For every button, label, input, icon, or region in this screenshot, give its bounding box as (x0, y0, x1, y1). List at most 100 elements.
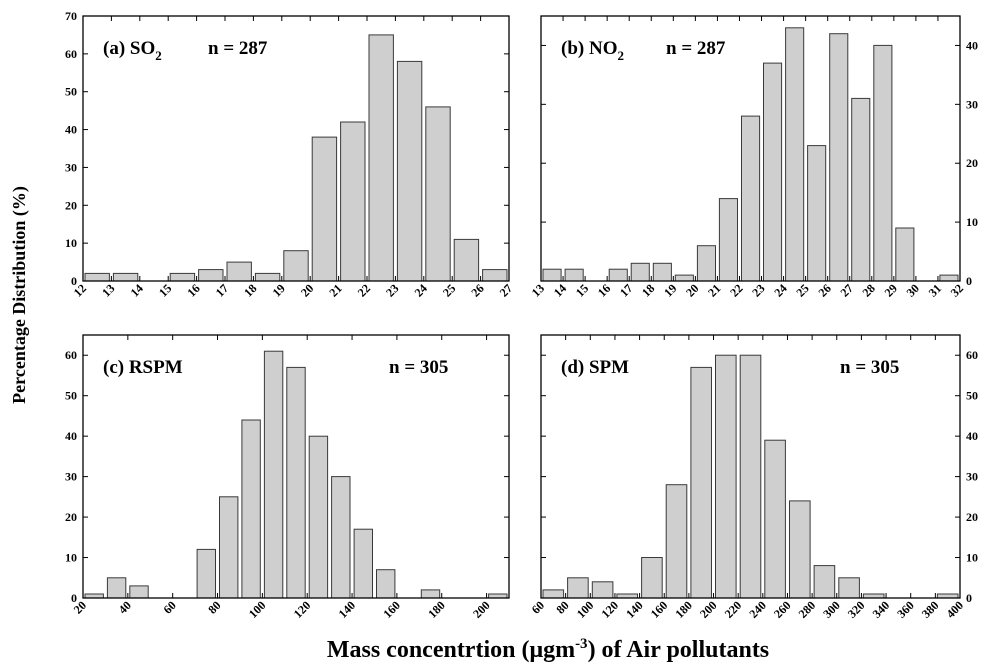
x-tick-label-a-25: 25 (440, 281, 458, 299)
x-tick-label-a-21: 21 (326, 281, 344, 299)
x-tick-label-d-220: 220 (722, 598, 745, 621)
y-tick-label-d-50: 50 (966, 389, 978, 403)
x-tick-label-b-16: 16 (595, 281, 613, 299)
x-tick-label-a-18: 18 (241, 281, 259, 299)
x-tick-label-d-360: 360 (894, 598, 917, 621)
y-tick-label-d-10: 10 (966, 551, 978, 565)
x-tick-label-a-24: 24 (412, 281, 430, 299)
bar-b-27 (851, 97, 871, 282)
sample-size-b: n = 287 (666, 38, 726, 59)
y-tick-label-a-40: 40 (65, 123, 77, 137)
bar-b-25 (807, 145, 827, 282)
x-tick-label-c-60: 60 (160, 598, 178, 616)
x-tick-label-d-200: 200 (697, 598, 720, 621)
bar-c-120 (308, 435, 329, 599)
x-tick-label-b-26: 26 (815, 281, 833, 299)
bar-d-280 (813, 565, 836, 599)
x-tick-label-a-19: 19 (270, 281, 288, 299)
x-tick-label-a-13: 13 (99, 281, 117, 299)
sample-size-c: n = 305 (389, 357, 448, 378)
x-tick-label-b-14: 14 (551, 281, 569, 299)
x-tick-label-d-60: 60 (529, 598, 547, 616)
y-tick-label-a-20: 20 (65, 198, 77, 212)
bar-b-19 (674, 274, 694, 282)
y-tick-label-c-30: 30 (65, 470, 77, 484)
x-tick-label-a-26: 26 (468, 281, 486, 299)
x-tick-label-d-240: 240 (746, 598, 769, 621)
panel-title-b: (b) NO2 (561, 38, 624, 63)
x-tick-label-d-120: 120 (598, 598, 621, 621)
y-tick-label-d-30: 30 (966, 470, 978, 484)
x-tick-label-c-100: 100 (246, 598, 269, 621)
bar-b-20 (696, 245, 717, 282)
bar-a-23 (396, 60, 423, 282)
x-tick-label-b-19: 19 (661, 281, 679, 299)
bar-a-18 (254, 272, 281, 282)
y-tick-label-d-20: 20 (966, 510, 978, 524)
x-tick-label-b-18: 18 (639, 281, 657, 299)
x-tick-label-b-31: 31 (926, 281, 944, 299)
x-axis-label-main: Mass concentrtion (μgm (327, 637, 575, 663)
x-tick-label-b-13: 13 (529, 281, 547, 299)
y-tick-label-c-10: 10 (65, 551, 77, 565)
x-tick-label-b-17: 17 (617, 281, 635, 299)
x-tick-label-a-23: 23 (383, 281, 401, 299)
x-tick-label-a-27: 27 (497, 281, 515, 299)
bar-c-130 (331, 476, 351, 599)
sample-size-d: n = 305 (840, 357, 899, 378)
bar-a-25 (453, 238, 480, 282)
bar-a-19 (283, 250, 309, 282)
x-axis-label: Mass concentrtion (μgm-3) of Air polluta… (327, 636, 769, 663)
x-tick-label-b-28: 28 (860, 281, 878, 299)
x-tick-label-b-25: 25 (793, 281, 811, 299)
sample-size-a: n = 287 (208, 38, 268, 59)
y-tick-label-c-40: 40 (65, 429, 77, 443)
y-tick-label-d-0: 0 (966, 591, 972, 605)
bar-a-22 (368, 34, 394, 282)
x-tick-label-d-400: 400 (943, 598, 966, 621)
bar-a-21 (340, 121, 366, 282)
panel-c-rspm: 20 40 60 80 100 120 140 160 180 2000102030405060(… (65, 334, 510, 621)
x-tick-label-a-14: 14 (128, 281, 146, 299)
bar-c-110 (286, 366, 306, 599)
bar-b-22 (741, 115, 761, 282)
panel-d-spm: 60 80 100 120 140 160 180 200 220 240 260 280 300 320… (529, 334, 978, 621)
x-tick-label-d-80: 80 (553, 598, 571, 616)
y-tick-label-b-0: 0 (966, 274, 972, 288)
x-tick-label-a-20: 20 (298, 281, 316, 299)
bar-d-180 (690, 366, 713, 599)
bar-d-240 (764, 439, 786, 599)
x-tick-label-b-32: 32 (948, 281, 966, 299)
y-tick-label-a-60: 60 (65, 47, 77, 61)
panel-title-main-a: (a) SO (103, 38, 155, 59)
bar-d-220 (739, 354, 762, 599)
x-tick-label-b-29: 29 (882, 281, 900, 299)
x-tick-label-b-23: 23 (749, 281, 767, 299)
x-tick-label-a-16: 16 (184, 281, 202, 299)
y-tick-label-c-50: 50 (65, 389, 77, 403)
y-tick-label-b-40: 40 (966, 38, 978, 52)
bar-d-60 (542, 589, 565, 599)
x-tick-label-b-20: 20 (683, 281, 701, 299)
bar-b-31 (939, 274, 959, 282)
y-tick-label-a-10: 10 (65, 236, 77, 250)
bar-c-30 (106, 577, 127, 599)
x-tick-label-c-160: 160 (380, 598, 403, 621)
bar-b-24 (785, 27, 805, 282)
x-tick-label-b-24: 24 (771, 281, 789, 299)
panel-title-d: (d) SPM (561, 357, 629, 378)
panel-title-main-b: (b) NO (561, 38, 617, 59)
bar-c-140 (353, 528, 374, 599)
bar-c-40 (129, 585, 149, 599)
bar-a-20 (311, 136, 338, 282)
bar-c-150 (376, 569, 396, 599)
x-tick-label-c-120: 120 (291, 598, 314, 621)
x-tick-label-b-27: 27 (837, 281, 855, 299)
bar-d-140 (641, 557, 663, 599)
x-tick-label-d-340: 340 (870, 598, 893, 621)
panel-a-so2: 12 13 14 15 16 17 18 19 20 21 22 23 24 25 26 2701020304… (65, 9, 515, 300)
bar-d-80 (567, 577, 589, 599)
x-tick-label-d-280: 280 (796, 598, 819, 621)
bar-b-14 (564, 268, 584, 282)
bar-b-21 (718, 198, 739, 282)
